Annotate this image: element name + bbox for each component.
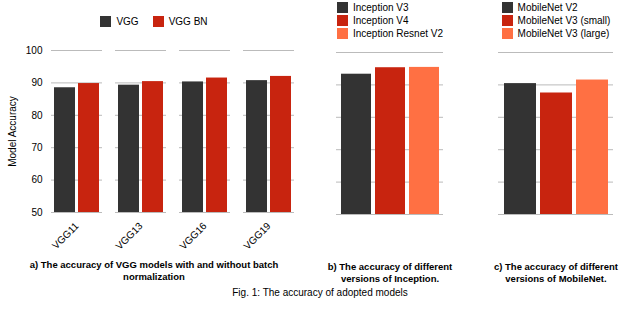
- svg-text:VGG13: VGG13: [113, 220, 145, 252]
- html-text:Inception V3: Inception V3: [353, 2, 409, 13]
- svg-text:50: 50: [31, 207, 43, 218]
- svg-text:80: 80: [31, 110, 43, 121]
- svg-text:90: 90: [31, 77, 43, 88]
- html-text:Inception Resnet V2: Inception Resnet V2: [353, 28, 443, 39]
- svg-text:VGG11: VGG11: [50, 220, 81, 251]
- svg-text:Model Accuracy: Model Accuracy: [7, 96, 18, 167]
- html-text:VGG BN: VGG BN: [168, 15, 208, 27]
- svg-text:60: 60: [31, 174, 43, 185]
- svg-text:70: 70: [31, 142, 43, 153]
- html-text:c) The accuracy of different v: c) The accuracy of different versions of…: [494, 261, 618, 284]
- svg-text:100: 100: [26, 45, 43, 56]
- svg-text:VGG19: VGG19: [241, 220, 273, 252]
- html-text:b) The accuracy of different v: b) The accuracy of different versions of…: [327, 261, 453, 284]
- html-text:MobileNet V3 (small): MobileNet V3 (small): [517, 15, 611, 26]
- html-text:VGG: VGG: [116, 15, 139, 27]
- html-text:a) The accuracy of VGG models: a) The accuracy of VGG models with and w…: [29, 259, 279, 282]
- html-text:MobileNet V3 (large): MobileNet V3 (large): [517, 28, 610, 39]
- svg-text:VGG16: VGG16: [177, 220, 209, 252]
- html-text:Inception V4: Inception V4: [353, 15, 409, 26]
- html-text:Fig. 1: The accuracy of adopte: Fig. 1: The accuracy of adopted models: [232, 287, 408, 298]
- html-text:MobileNet V2: MobileNet V2: [517, 2, 578, 13]
